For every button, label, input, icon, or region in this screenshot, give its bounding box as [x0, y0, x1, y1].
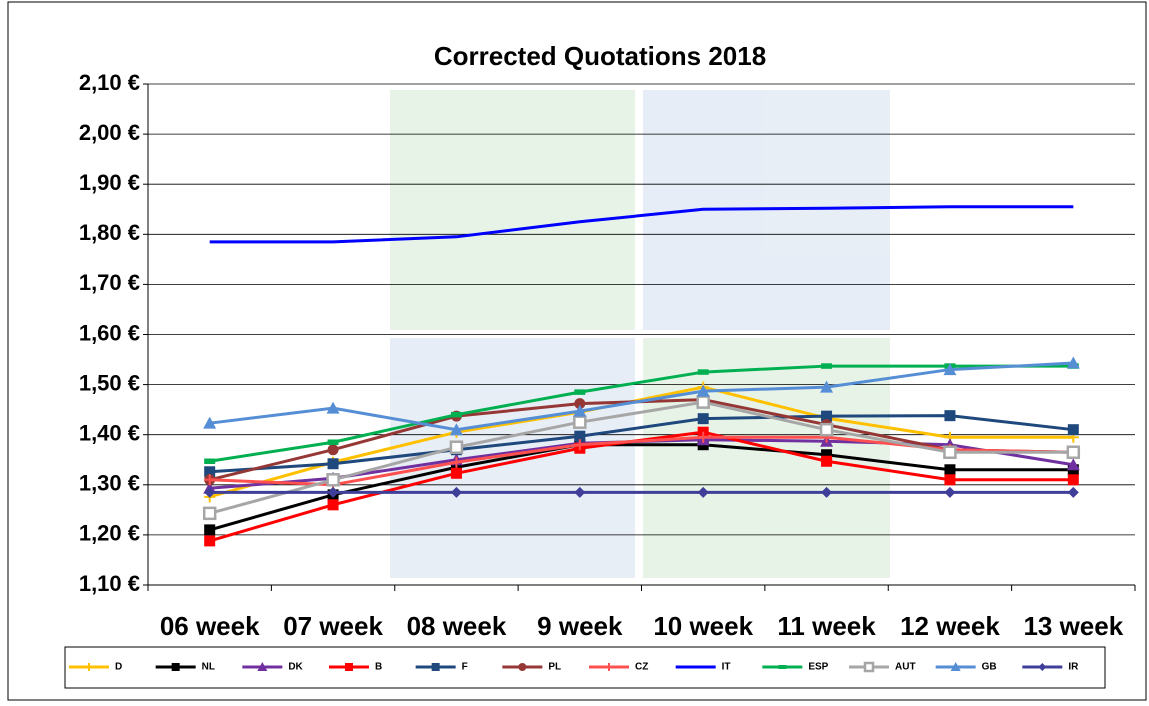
legend-label: AUT	[895, 662, 916, 673]
y-tick-label: 1,30 €	[79, 471, 140, 496]
y-tick-label: 1,20 €	[79, 521, 140, 546]
marker	[451, 442, 462, 453]
chart-title: Corrected Quotations 2018	[434, 41, 766, 71]
marker	[698, 369, 709, 375]
marker	[574, 417, 585, 428]
marker	[778, 665, 786, 669]
y-tick-label: 1,40 €	[79, 421, 140, 446]
marker	[698, 413, 709, 424]
marker	[451, 412, 462, 418]
y-tick-label: 1,70 €	[79, 270, 140, 295]
marker	[574, 389, 585, 395]
marker	[451, 468, 462, 479]
y-tick-label: 1,60 €	[79, 320, 140, 345]
x-tick-label: 06 week	[160, 611, 260, 641]
x-tick-label: 08 week	[407, 611, 507, 641]
marker	[865, 663, 873, 671]
y-tick-label: 2,00 €	[79, 120, 140, 145]
marker	[328, 474, 339, 485]
y-tick-label: 2,10 €	[79, 70, 140, 95]
legend-label: NL	[202, 662, 215, 673]
marker	[1068, 424, 1079, 435]
legend-label: PL	[548, 662, 561, 673]
marker	[518, 663, 526, 671]
x-tick-label: 12 week	[900, 611, 1000, 641]
x-tick-label: 07 week	[283, 611, 383, 641]
marker	[328, 458, 339, 469]
marker	[698, 397, 709, 408]
marker	[1068, 447, 1079, 458]
marker	[944, 464, 955, 475]
marker	[944, 447, 955, 458]
x-tick-label: 9 week	[537, 611, 623, 641]
marker	[204, 535, 215, 546]
marker	[172, 663, 180, 671]
marker	[328, 444, 339, 455]
marker	[944, 474, 955, 485]
legend-label: ESP	[808, 662, 828, 673]
marker	[345, 663, 353, 671]
legend-label: GB	[982, 662, 997, 673]
marker	[204, 459, 215, 465]
legend-label: CZ	[635, 662, 648, 673]
legend-label: IR	[1068, 662, 1079, 673]
y-tick-label: 1,50 €	[79, 370, 140, 395]
marker	[328, 499, 339, 510]
legend-label: F	[462, 662, 468, 673]
x-tick-label: 11 week	[777, 611, 876, 641]
x-tick-label: 13 week	[1023, 611, 1123, 641]
marker	[328, 439, 339, 445]
legend-label: B	[375, 662, 382, 673]
y-tick-label: 1,10 €	[79, 571, 140, 596]
legend-label: DK	[288, 662, 303, 673]
marker	[1068, 474, 1079, 485]
marker	[821, 456, 832, 467]
marker	[821, 363, 832, 369]
chart: Corrected Quotations 2018 1,10 € 1,20 € 1,…	[0, 0, 1149, 701]
marker	[821, 424, 832, 435]
marker	[944, 410, 955, 421]
marker	[432, 663, 440, 671]
y-tick-label: 1,90 €	[79, 170, 140, 195]
legend-label: IT	[722, 662, 731, 673]
marker	[204, 508, 215, 519]
marker	[204, 524, 215, 535]
y-tick-label: 1,80 €	[79, 220, 140, 245]
x-tick-label: 10 week	[653, 611, 753, 641]
legend-label: D	[115, 662, 122, 673]
